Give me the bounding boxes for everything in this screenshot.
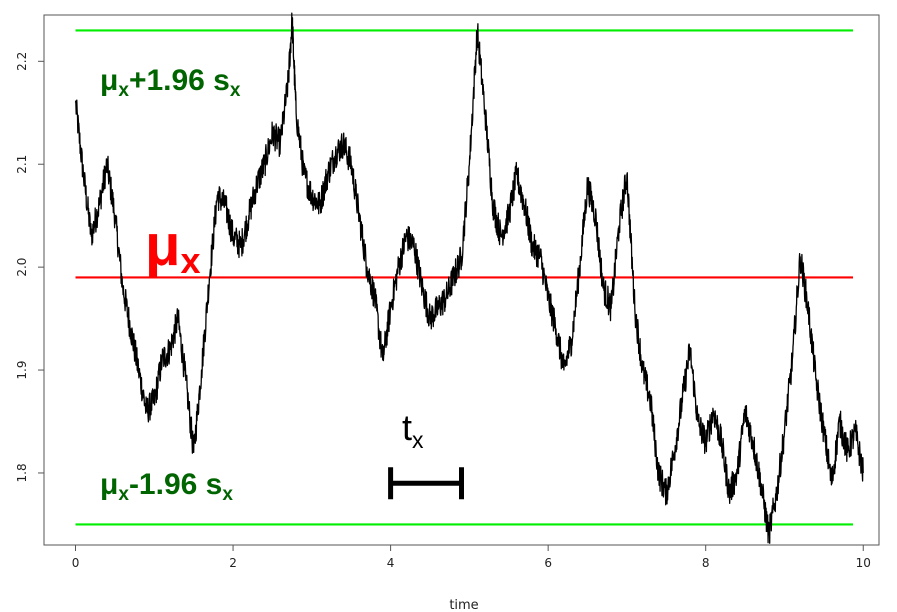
- y-tick-label: 1.8: [15, 463, 29, 482]
- mean-mu-sub: x: [181, 240, 201, 281]
- tx-t: t: [402, 407, 412, 448]
- series-line: [74, 12, 864, 544]
- lower-mu: μ: [100, 468, 118, 501]
- tx-sub: x: [412, 427, 424, 453]
- x-tick-label: 2: [229, 556, 237, 570]
- x-axis: 0 2 4 6 8 10: [72, 544, 871, 570]
- lower-rest: -1.96 s: [129, 468, 222, 501]
- y-tick-label: 2.1: [15, 155, 29, 174]
- lower-band-label: μx-1.96 sx: [100, 468, 233, 505]
- mean-mu: μ: [145, 213, 181, 278]
- y-tick-label: 1.9: [15, 361, 29, 380]
- upper-s-sub: x: [230, 80, 241, 101]
- lower-mu-sub: x: [118, 484, 129, 505]
- upper-mu: μ: [100, 64, 118, 97]
- y-tick-label: 2.2: [15, 52, 29, 71]
- upper-band-label: μx+1.96 sx: [100, 64, 241, 101]
- x-tick-label: 4: [387, 556, 395, 570]
- reference-lines: [75, 29, 853, 526]
- upper-mu-sub: x: [118, 80, 129, 101]
- x-tick-label: 10: [856, 556, 871, 570]
- tx-label: tx: [402, 407, 424, 453]
- x-tick-label: 0: [72, 556, 80, 570]
- x-tick-label: 6: [544, 556, 552, 570]
- y-tick-label: 2.0: [15, 258, 29, 277]
- x-axis-title: time: [449, 598, 478, 612]
- x-tick-label: 8: [702, 556, 710, 570]
- y-axis: 1.8 1.9 2.0 2.1 2.2: [15, 52, 44, 483]
- mean-label: μx: [145, 213, 201, 281]
- tx-bar: [388, 467, 464, 500]
- lower-s-sub: x: [222, 484, 233, 505]
- upper-rest: +1.96 s: [129, 64, 230, 97]
